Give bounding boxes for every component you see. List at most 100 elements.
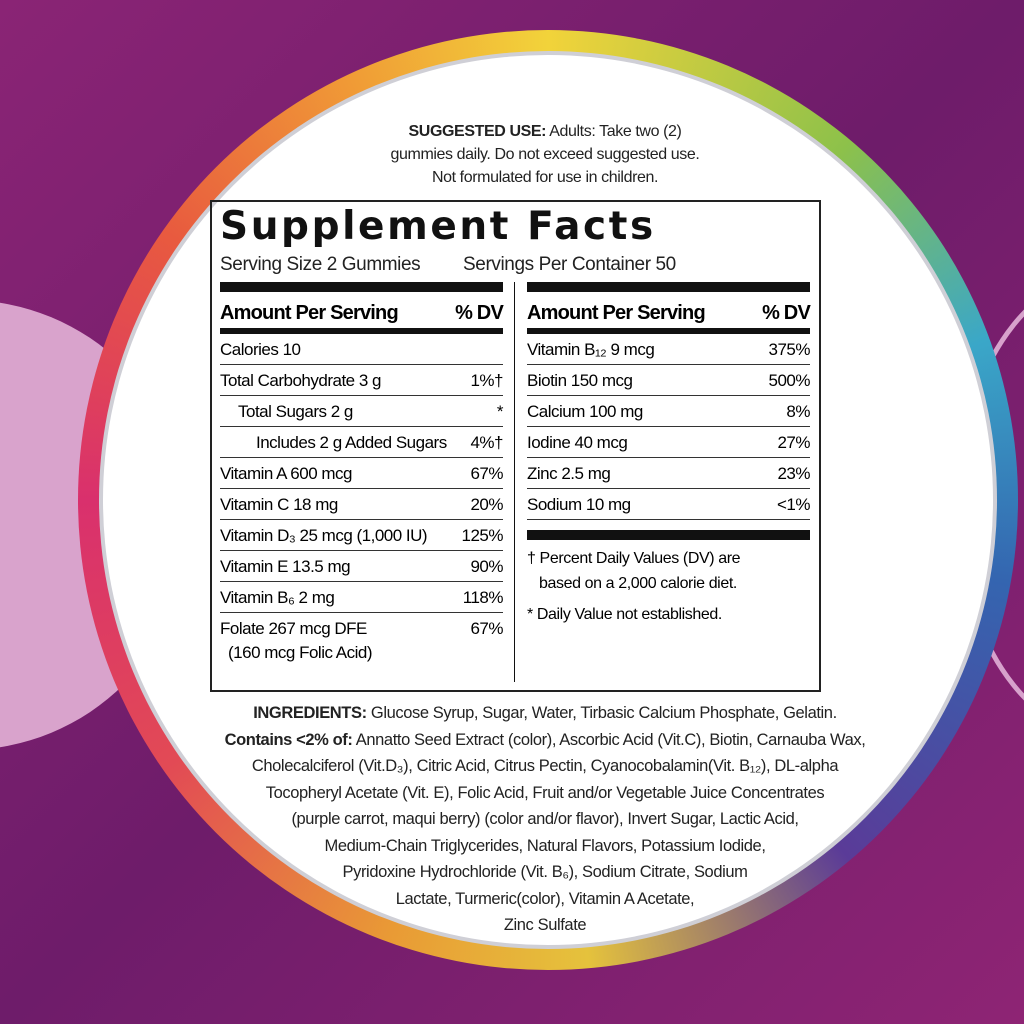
text: Pyridoxine Hydrochloride (Vit. B₆), Sodi… [342,863,748,881]
nutrient-row: Biotin 150 mcg 500% [527,365,811,396]
nutrient-name: Sodium 10 mg [527,495,631,514]
footnote: based on a 2,000 calorie diet. [539,575,737,592]
nutrient: Folate 267 mcg DFE (160 mcg Folic Acid) [220,617,373,665]
nutrient-row: Total Sugars 2 g * [220,396,504,427]
text: Cholecalciferol (Vit.D₃), Citric Acid, C… [251,757,839,775]
nutrient: Vitamin E 13.5 mg [220,551,351,581]
header-cell: % DV [455,302,504,324]
nutrient-name: Total Carbohydrate 3 g [220,371,382,390]
daily-value: <1% [777,495,811,514]
nutrient-row: Sodium 10 mg <1% [527,489,811,520]
nutrient: Calories 10 [220,334,301,364]
header-cell: Amount Per Serving [527,302,706,324]
footnotes: † Percent Daily Values (DV) are based on … [527,546,810,627]
nutrient: Vitamin B₆ 2 mg [220,582,335,612]
left-column: Amount Per Serving % DV Calories 10 Total C… [220,298,504,665]
nutrient-name: Vitamin D₃ 25 mcg (1,000 IU) [220,526,428,545]
nutrient-name: Vitamin B₆ 2 mg [220,588,335,607]
daily-value: 23% [777,464,810,483]
ingredients: INGREDIENTS: Glucose Syrup, Sugar, Water… [140,700,950,939]
nutrient-name: Folate 267 mcg DFE [220,619,367,638]
daily-value: 90% [470,557,503,576]
nutrient-name: Includes 2 g Added Sugars [256,433,447,452]
text: Adults: Take two (2) [549,123,682,140]
servings-per-container: Servings Per Container 50 [463,254,676,275]
nutrient: Total Sugars 2 g [238,396,353,426]
right-column: Amount Per Serving % DV Vitamin B₁₂ 9 mcg 3… [527,298,811,627]
daily-value: 500% [768,371,811,390]
text: Medium-Chain Triglycerides, Natural Flav… [324,836,766,855]
text: Annatto Seed Extract (color), Ascorbic A… [355,730,866,749]
divider [514,282,515,682]
nutrient-name: Calcium 100 mg [527,402,643,421]
daily-value: 375% [768,340,811,359]
suggested-use-label: SUGGESTED USE: [408,123,547,140]
nutrient-row: Vitamin E 13.5 mg 90% [220,551,503,582]
nutrient-row: Iodine 40 mcg 27% [527,427,810,458]
nutrient-row: Vitamin C 18 mg 20% [220,489,503,520]
daily-value: 4%† [470,433,503,452]
daily-value: 20% [470,495,503,514]
nutrient-name: Calories 10 [220,340,301,359]
daily-value: 67% [470,464,503,483]
nutrient: Vitamin C 18 mg [220,489,338,519]
serving-size: Serving Size 2 Gummies [220,254,421,275]
ingredients-label: INGREDIENTS: [253,704,367,722]
nutrient-name: Iodine 40 mcg [527,433,628,452]
nutrient-row: Folate 267 mcg DFE (160 mcg Folic Acid) 67… [220,613,503,665]
rule [220,282,503,292]
table-header: Amount Per Serving % DV [527,298,811,334]
nutrient-row: Calories 10 [220,334,503,365]
nutrient-row: Vitamin B₁₂ 9 mcg 375% [527,334,811,365]
supplement-facts: Supplement Facts Serving Size 2 Gummies … [210,200,821,692]
daily-value: 27% [777,433,810,452]
text: Glucose Syrup, Sugar, Water, Tirbasic Ca… [370,704,837,722]
text: Not formulated for use in children. [431,169,659,186]
nutrient-row: Vitamin B₆ 2 mg 118% [220,582,504,613]
footnote: † Percent Daily Values (DV) are [527,550,741,567]
nutrient-name: Biotin 150 mcg [527,371,633,390]
text: Tocopheryl Acetate (Vit. E), Folic Acid,… [265,783,825,802]
text: Lactate, Turmeric(color), Vitamin A Acet… [395,889,695,908]
daily-value: * [496,402,504,421]
nutrient-name: Vitamin A 600 mcg [220,464,353,483]
nutrient: Total Carbohydrate 3 g [220,365,382,395]
nutrient: Calcium 100 mg [527,396,643,426]
nutrient: Biotin 150 mcg [527,365,633,395]
nutrient-note: (160 mcg Folic Acid) [228,643,373,662]
footnote: * Daily Value not established. [527,606,722,623]
rule [527,282,810,292]
daily-value: 1%† [470,371,503,390]
nutrient-row: Vitamin D₃ 25 mcg (1,000 IU) 125% [220,520,504,551]
header-cell: % DV [762,302,811,324]
nutrient: Iodine 40 mcg [527,427,628,457]
nutrient-name: Vitamin B₁₂ 9 mcg [527,340,655,359]
nutrient-name: Vitamin E 13.5 mg [220,557,351,576]
nutrient-row: Total Carbohydrate 3 g 1%† [220,365,503,396]
text: (purple carrot, maqui berry) (color and/… [291,810,799,828]
nutrient: Sodium 10 mg [527,489,631,519]
daily-value: 118% [462,588,504,607]
nutrient-row: Calcium 100 mg 8% [527,396,810,427]
header-cell: Amount Per Serving [220,302,399,324]
contains-label: Contains <2% of: [224,730,353,749]
nutrient: Vitamin A 600 mcg [220,458,353,488]
nutrient: Vitamin B₁₂ 9 mcg [527,334,655,364]
nutrient: Vitamin D₃ 25 mcg (1,000 IU) [220,520,428,550]
text: gummies daily. Do not exceed suggested u… [390,146,700,163]
nutrient-name: Zinc 2.5 mg [527,464,611,483]
daily-value: 8% [786,402,810,421]
nutrient-name: Vitamin C 18 mg [220,495,338,514]
suggested-use: SUGGESTED USE: Adults: Take two (2) gumm… [300,120,790,189]
rule [527,530,810,540]
nutrient: Zinc 2.5 mg [527,458,611,488]
facts-title: Supplement Facts [220,204,656,249]
text: Zinc Sulfate [503,916,587,934]
nutrient-name: Total Sugars 2 g [238,402,353,421]
daily-value: 67% [470,619,503,638]
table-header: Amount Per Serving % DV [220,298,504,334]
nutrient-row: Zinc 2.5 mg 23% [527,458,810,489]
nutrient-row: Vitamin A 600 mcg 67% [220,458,503,489]
nutrient-row: Includes 2 g Added Sugars 4%† [220,427,503,458]
